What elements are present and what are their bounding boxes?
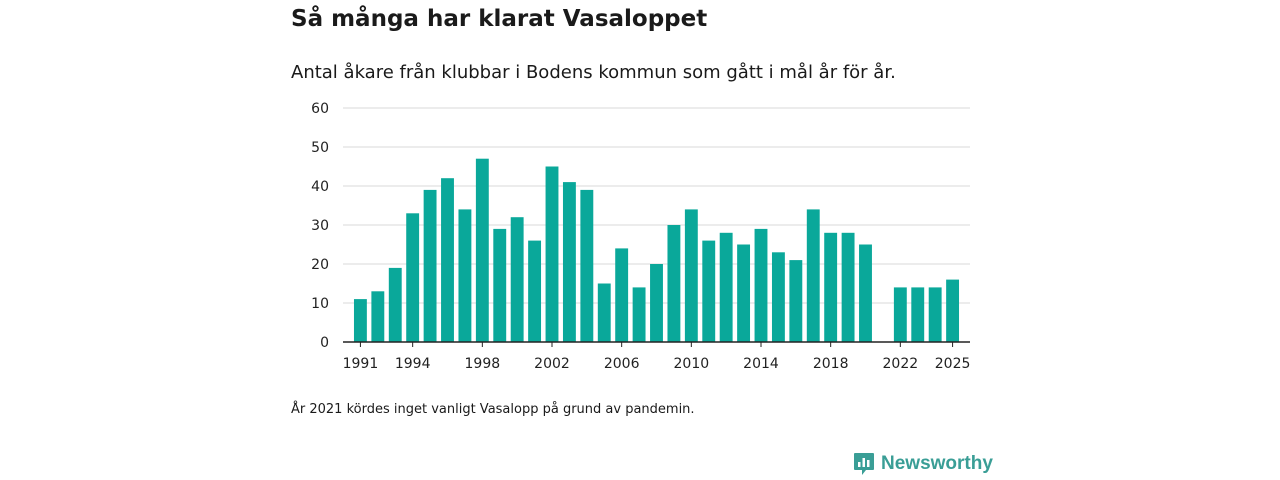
bar-2017 bbox=[806, 209, 820, 342]
bar-chart: 0 10 20 30 40 50 60 1991 1994 1998 2002 2006 2010 201… bbox=[311, 101, 970, 372]
x-tick-label: 1994 bbox=[395, 356, 431, 372]
x-tick-label: 2022 bbox=[883, 356, 919, 372]
bar-2001 bbox=[528, 240, 542, 342]
x-tick-label: 2018 bbox=[813, 356, 849, 372]
chart-title: Så många har klarat Vasaloppet bbox=[291, 6, 708, 32]
axes: 0 10 20 30 40 50 60 1991 1994 1998 2002 2006 2010 201… bbox=[311, 101, 970, 372]
bar-2013 bbox=[737, 244, 751, 342]
bar-2019 bbox=[841, 232, 855, 342]
bar-2009 bbox=[667, 225, 681, 342]
bar-2024 bbox=[928, 287, 942, 342]
bar-1996 bbox=[441, 178, 454, 342]
y-tick-label: 60 bbox=[311, 101, 329, 117]
bar-2018 bbox=[824, 232, 838, 342]
y-tick-label: 0 bbox=[320, 335, 329, 351]
bar-2025 bbox=[946, 279, 960, 342]
newsworthy-logo-icon bbox=[854, 453, 874, 475]
bar-2014 bbox=[754, 228, 768, 342]
bar-2005 bbox=[597, 283, 611, 342]
bar-2023 bbox=[911, 287, 925, 342]
brand-name: Newsworthy bbox=[881, 453, 993, 474]
bar-1991 bbox=[353, 299, 367, 342]
brand-logo[interactable]: Newsworthy bbox=[853, 452, 993, 476]
x-tick-label: 2006 bbox=[604, 356, 640, 372]
bar-2002 bbox=[545, 166, 559, 342]
x-tick-label: 1998 bbox=[465, 356, 501, 372]
bar-2006 bbox=[615, 248, 629, 342]
x-tick-label: 2014 bbox=[743, 356, 779, 372]
chart-subtitle: Antal åkare från klubbar i Bodens kommun… bbox=[291, 62, 896, 83]
x-tick-label: 1991 bbox=[343, 356, 379, 372]
bar-2011 bbox=[702, 240, 716, 342]
bars bbox=[353, 158, 960, 342]
bar-1999 bbox=[493, 228, 507, 342]
bar-1998 bbox=[475, 158, 489, 342]
bar-2007 bbox=[632, 287, 646, 342]
y-tick-label: 40 bbox=[311, 179, 329, 195]
bar-1997 bbox=[458, 209, 472, 342]
bar-2015 bbox=[771, 252, 785, 342]
bar-2003 bbox=[562, 182, 576, 342]
x-tick-label: 2002 bbox=[534, 356, 570, 372]
bar-1994 bbox=[406, 213, 420, 342]
x-tick-label: 2010 bbox=[674, 356, 710, 372]
y-tick-label: 30 bbox=[311, 218, 329, 234]
bar-2008 bbox=[650, 264, 663, 342]
y-tick-label: 10 bbox=[311, 296, 329, 312]
x-tick-label: 2025 bbox=[935, 356, 971, 372]
y-tick-label: 20 bbox=[311, 257, 329, 273]
bar-1992 bbox=[371, 291, 385, 342]
bar-2016 bbox=[789, 260, 803, 342]
bar-1995 bbox=[423, 189, 437, 342]
bar-2020 bbox=[859, 244, 872, 342]
footnote: År 2021 kördes inget vanligt Vasalopp på… bbox=[291, 402, 695, 417]
bar-1993 bbox=[388, 267, 402, 342]
bar-2022 bbox=[893, 287, 907, 342]
y-tick-label: 50 bbox=[311, 140, 329, 156]
bar-2000 bbox=[510, 217, 524, 342]
bar-2004 bbox=[580, 189, 594, 342]
bar-2010 bbox=[684, 209, 698, 342]
bar-2012 bbox=[719, 232, 733, 342]
